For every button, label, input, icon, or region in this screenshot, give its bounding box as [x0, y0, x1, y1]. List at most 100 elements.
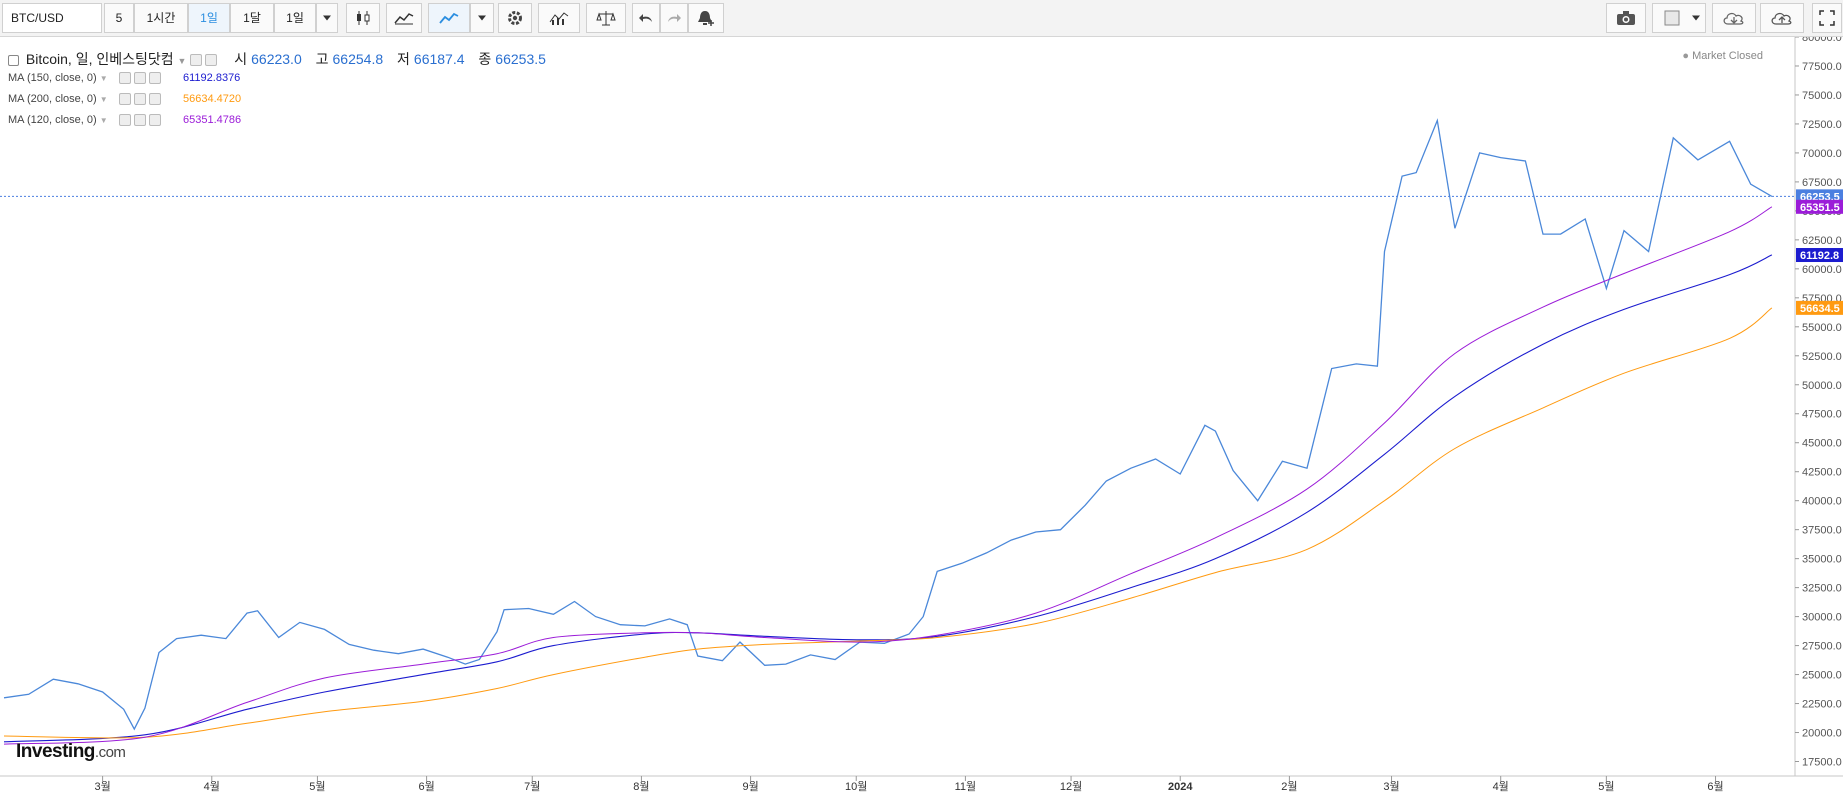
close-icon[interactable] — [148, 114, 161, 127]
low-value: 66187.4 — [413, 51, 465, 67]
chart-type-dropdown[interactable] — [470, 3, 494, 33]
indicator-ma120[interactable]: MA (120, close, 0) ▼ 65351.4786 — [8, 114, 241, 127]
area-chart-icon — [394, 13, 414, 25]
x-tick-label: 12월 — [1060, 780, 1082, 793]
symbol-input[interactable]: BTC/USD — [2, 3, 102, 33]
x-tick-label: 3월 — [94, 780, 110, 793]
y-tick-label: 47500.0 — [1802, 409, 1842, 421]
price-line — [3, 118, 1773, 731]
eye-icon[interactable] — [118, 114, 131, 127]
x-tick-label: 6월 — [418, 780, 434, 793]
x-tick-label: 7월 — [524, 780, 540, 793]
undo-button[interactable] — [632, 3, 660, 33]
ma120-line — [3, 206, 1773, 745]
investing-logo: Investing.com — [16, 741, 126, 763]
x-tick-label: 10월 — [845, 780, 867, 793]
undo-icon — [639, 14, 652, 22]
screenshot-button[interactable] — [1606, 3, 1646, 33]
y-tick-label: 60000.0 — [1802, 264, 1842, 276]
eye-icon[interactable] — [190, 54, 203, 67]
y-tick-label: 80000.0 — [1802, 37, 1842, 44]
chevron-down-icon[interactable]: ▼ — [99, 95, 108, 104]
fullscreen-button[interactable] — [1812, 3, 1842, 33]
gear-icon[interactable] — [205, 54, 218, 67]
fullscreen-icon — [1819, 10, 1835, 26]
indicators-button[interactable] — [538, 3, 580, 33]
chevron-down-icon[interactable]: ▼ — [99, 74, 108, 83]
interval-5-button[interactable]: 5 — [104, 3, 134, 33]
y-tick-label: 27500.0 — [1802, 641, 1842, 653]
market-status: ● Market Closed — [1682, 50, 1763, 62]
chevron-down-icon[interactable]: ▼ — [177, 56, 187, 66]
ma150-tag-bg — [1796, 248, 1843, 263]
x-tick-label: 6월 — [1707, 780, 1723, 793]
y-tick-label: 62500.0 — [1802, 235, 1842, 247]
range-dropdown[interactable] — [316, 3, 338, 33]
square-icon — [1664, 10, 1680, 26]
close-icon[interactable] — [148, 93, 161, 106]
cloud-upload-icon — [1771, 12, 1792, 25]
x-tick-label: 5월 — [1598, 780, 1614, 793]
y-tick-label: 55000.0 — [1802, 322, 1842, 334]
cloud-download-icon — [1723, 12, 1744, 25]
bell-plus-icon — [698, 11, 714, 26]
redo-button[interactable] — [660, 3, 688, 33]
open-value: 66223.0 — [251, 51, 302, 67]
instrument-name: Bitcoin, 일, 인베스팅닷컴 — [25, 51, 174, 67]
y-tick-label: 52500.0 — [1802, 351, 1842, 363]
y-tick-label: 50000.0 — [1802, 380, 1842, 392]
ma120-tag: 65351.5 — [1800, 202, 1840, 214]
low-label: 저 — [397, 51, 410, 67]
indicators-icon — [549, 12, 569, 25]
close-icon[interactable] — [148, 72, 161, 85]
y-tick-label: 77500.0 — [1802, 61, 1842, 73]
y-tick-label: 17500.0 — [1802, 757, 1842, 769]
gear-icon[interactable] — [133, 72, 146, 85]
settings-button[interactable] — [498, 3, 532, 33]
price-chart[interactable]: 17500.0 20000.0 22500.0 25000.0 27500.0 30000… — [0, 37, 1843, 793]
indicator-ma150[interactable]: MA (150, close, 0) ▼ 61192.8376 — [8, 72, 240, 85]
interval-1mo-button[interactable]: 1달 — [230, 3, 274, 33]
y-tick-label: 22500.0 — [1802, 699, 1842, 711]
gear-icon[interactable] — [133, 114, 146, 127]
area-chart-button[interactable] — [386, 3, 422, 33]
y-tick-label: 75000.0 — [1802, 90, 1842, 102]
series-layer — [0, 118, 1795, 745]
x-tick-label: 2월 — [1281, 780, 1297, 793]
eye-icon[interactable] — [118, 72, 131, 85]
cloud-download-button[interactable] — [1712, 3, 1756, 33]
interval-1d-button[interactable]: 1일 — [188, 3, 230, 33]
time-axis[interactable]: 3월 4월 5월 6월 7월 8월 9월 10월 11월 12월 2024 2월 3월 4월 5월 6월 — [0, 775, 1843, 793]
x-tick-label: 9월 — [742, 780, 758, 793]
redo-icon — [668, 14, 681, 22]
indicator-ma200[interactable]: MA (200, close, 0) ▼ 56634.4720 — [8, 93, 241, 106]
indicator-label: MA (120, close, 0) — [8, 114, 97, 126]
high-value: 66254.8 — [332, 51, 384, 67]
chart-legend: Bitcoin, 일, 인베스팅닷컴 ▼ 시 66223.0 고 66254.8 저… — [8, 49, 546, 69]
collapse-icon[interactable] — [8, 54, 19, 66]
open-label: 시 — [234, 51, 248, 67]
close-label: 종 — [478, 51, 492, 67]
chevron-down-icon[interactable]: ▼ — [99, 116, 108, 125]
x-tick-label: 3월 — [1383, 780, 1399, 793]
y-tick-label: 67500.0 — [1802, 177, 1842, 189]
candles-button[interactable] — [346, 3, 380, 33]
alert-button[interactable] — [688, 3, 724, 33]
interval-1h-button[interactable]: 1시간 — [134, 3, 188, 33]
candlestick-icon — [357, 11, 370, 25]
gear-icon[interactable] — [133, 93, 146, 106]
line-chart-button[interactable] — [428, 3, 470, 33]
compare-button[interactable] — [586, 3, 626, 33]
camera-icon — [1617, 11, 1635, 25]
layout-dropdown[interactable] — [1686, 3, 1706, 33]
x-tick-label: 4월 — [1493, 780, 1509, 793]
market-status-text: Market Closed — [1692, 50, 1763, 62]
range-button[interactable]: 1일 — [274, 3, 316, 33]
x-tick-label: 5월 — [309, 780, 325, 793]
eye-icon[interactable] — [118, 93, 131, 106]
cloud-upload-button[interactable] — [1760, 3, 1804, 33]
logo-main: Investing — [16, 741, 95, 762]
price-axis[interactable]: 17500.0 20000.0 22500.0 25000.0 27500.0 30000… — [1794, 37, 1843, 776]
chevron-down-icon — [323, 15, 331, 21]
ma150-line — [3, 254, 1773, 743]
